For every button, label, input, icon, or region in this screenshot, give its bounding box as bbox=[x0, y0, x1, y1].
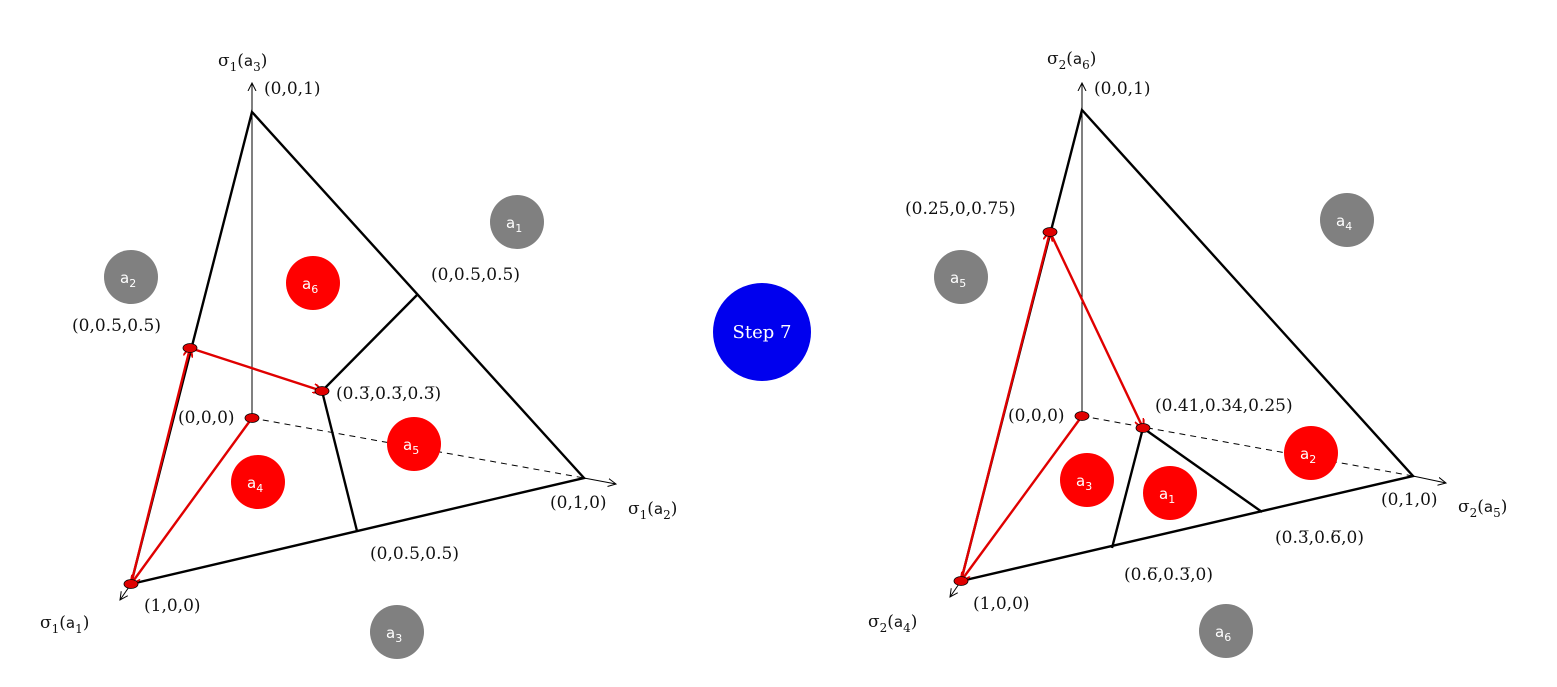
right-label-inner-point: (0.41,0.34,0.25) bbox=[1155, 396, 1293, 416]
left-region-a3: a3 bbox=[370, 605, 424, 659]
left-region-a1: a1 bbox=[490, 195, 544, 249]
right-path-arrow-3 bbox=[961, 415, 1083, 581]
svg-text:a1: a1 bbox=[1159, 485, 1175, 506]
left-region-a5: a5 bbox=[387, 417, 441, 471]
left-axis-right-label: σ1(a2) bbox=[628, 499, 677, 522]
left-path-arrow-2 bbox=[189, 346, 322, 391]
left-region-a4: a4 bbox=[231, 455, 285, 509]
left-point-center bbox=[314, 386, 330, 396]
right-simplex: σ2(a6) σ2(a5) σ2(a4) (0,0,1) (0,0,0) (0,… bbox=[868, 49, 1507, 658]
left-path-arrow-3 bbox=[131, 417, 253, 584]
right-point-bottom bbox=[953, 576, 969, 586]
left-simplex: σ1(a3) σ1(a2) σ1(a1) (0,0,1) (0,0,0) (0,… bbox=[40, 51, 677, 659]
right-path-arrow-2 bbox=[1048, 231, 1143, 428]
svg-text:a3: a3 bbox=[386, 624, 402, 645]
left-axis-top-label: σ1(a3) bbox=[218, 51, 267, 74]
left-label-center: (0.3̅,0.3̅,0.3̅) bbox=[336, 384, 441, 404]
left-point-mid-left bbox=[182, 343, 198, 353]
left-axis-right bbox=[583, 477, 616, 484]
right-axis-top-label: σ2(a6) bbox=[1047, 49, 1096, 72]
left-axis-left-label: σ1(a1) bbox=[40, 613, 89, 636]
left-region-a6: a6 bbox=[286, 256, 340, 310]
left-label-bottom: (1,0,0) bbox=[144, 596, 201, 616]
right-label-mid-bottom-left: (0.6̅,0.3̅,0) bbox=[1124, 565, 1213, 585]
left-label-mid-left: (0,0.5,0.5) bbox=[72, 316, 161, 336]
svg-text:a6: a6 bbox=[1215, 623, 1231, 644]
right-partition-left bbox=[1110, 427, 1145, 549]
right-region-a1: a1 bbox=[1143, 466, 1197, 520]
svg-text:a5: a5 bbox=[950, 269, 966, 290]
right-point-origin bbox=[1074, 411, 1090, 421]
svg-text:a3: a3 bbox=[1076, 472, 1092, 493]
right-label-top: (0,0,1) bbox=[1094, 79, 1151, 99]
right-axis-left-label: σ2(a4) bbox=[868, 612, 917, 635]
right-point-inner bbox=[1135, 423, 1151, 433]
right-label-origin: (0,0,0) bbox=[1008, 406, 1065, 426]
right-region-a3: a3 bbox=[1060, 453, 1114, 507]
svg-text:a4: a4 bbox=[1336, 212, 1352, 233]
left-label-mid-bottom: (0,0.5,0.5) bbox=[370, 544, 459, 564]
svg-text:a2: a2 bbox=[1300, 445, 1316, 466]
svg-text:a2: a2 bbox=[120, 269, 136, 290]
right-region-a6: a6 bbox=[1199, 604, 1253, 658]
left-region-a2: a2 bbox=[104, 250, 158, 304]
right-partition-right bbox=[1142, 427, 1263, 513]
svg-text:a5: a5 bbox=[403, 436, 419, 457]
right-path-arrow-1 bbox=[959, 232, 1050, 582]
left-point-bottom bbox=[123, 579, 139, 589]
right-label-mid-bottom-right: (0.3̅,0.6̅,0) bbox=[1275, 528, 1364, 548]
left-label-right: (0,1,0) bbox=[550, 493, 607, 513]
svg-text:a1: a1 bbox=[506, 214, 522, 235]
left-partition-upper bbox=[321, 294, 418, 392]
right-label-bottom: (1,0,0) bbox=[973, 594, 1030, 614]
right-label-left-point: (0.25,0,0.75) bbox=[905, 199, 1016, 219]
svg-text:a6: a6 bbox=[302, 275, 318, 296]
step-indicator: Step 7 bbox=[713, 283, 811, 381]
left-label-mid-upper-right: (0,0.5,0.5) bbox=[431, 265, 520, 285]
right-point-left bbox=[1042, 227, 1058, 237]
left-partition-lower bbox=[320, 390, 359, 532]
left-triangle bbox=[129, 109, 587, 586]
right-region-a2: a2 bbox=[1284, 426, 1338, 480]
right-dashed-diagonal bbox=[1081, 415, 1414, 477]
svg-text:a4: a4 bbox=[247, 474, 263, 495]
right-region-a4: a4 bbox=[1320, 193, 1374, 247]
left-label-top: (0,0,1) bbox=[264, 79, 321, 99]
left-path-arrow-1 bbox=[129, 348, 190, 585]
right-region-a5: a5 bbox=[934, 250, 988, 304]
right-axis-right-label: σ2(a5) bbox=[1458, 497, 1507, 520]
right-label-right: (0,1,0) bbox=[1381, 490, 1438, 510]
left-point-origin bbox=[244, 413, 260, 423]
right-axis-right bbox=[1412, 475, 1446, 483]
step-label: Step 7 bbox=[733, 322, 792, 343]
left-label-origin: (0,0,0) bbox=[178, 408, 235, 428]
